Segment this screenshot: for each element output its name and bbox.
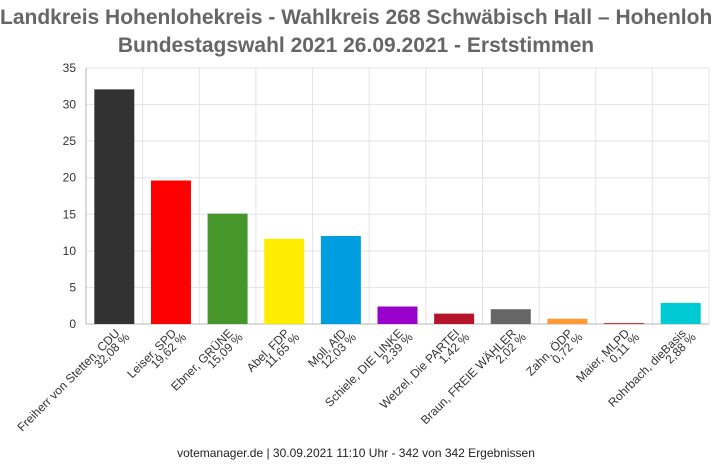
- y-tick-label: 35: [63, 61, 77, 75]
- bar: [604, 323, 645, 324]
- bar: [660, 302, 701, 324]
- bar: [377, 306, 418, 324]
- footer-source: votemanager.de | 30.09.2021 11:10 Uhr - …: [177, 446, 535, 460]
- bar: [434, 313, 475, 324]
- chart-subtitle: Bundestagswahl 2021 26.09.2021 - Erststi…: [117, 34, 595, 57]
- bar: [264, 238, 305, 324]
- x-tick-label: Freiherr von Stetten, CDU: [14, 326, 122, 434]
- chart-title: Landkreis Hohenlohekreis - Wahlkreis 268…: [0, 6, 712, 29]
- bar: [547, 318, 588, 324]
- bar: [490, 309, 531, 324]
- y-tick-label: 30: [63, 98, 77, 112]
- bar: [94, 89, 135, 324]
- y-tick-label: 25: [63, 134, 77, 148]
- bar: [207, 213, 248, 324]
- y-tick-label: 20: [63, 171, 77, 185]
- bar: [320, 236, 361, 324]
- y-tick-label: 0: [69, 317, 76, 331]
- bar: [150, 180, 191, 324]
- y-tick-label: 15: [63, 207, 77, 221]
- y-tick-label: 5: [69, 280, 76, 294]
- y-tick-label: 10: [63, 244, 77, 258]
